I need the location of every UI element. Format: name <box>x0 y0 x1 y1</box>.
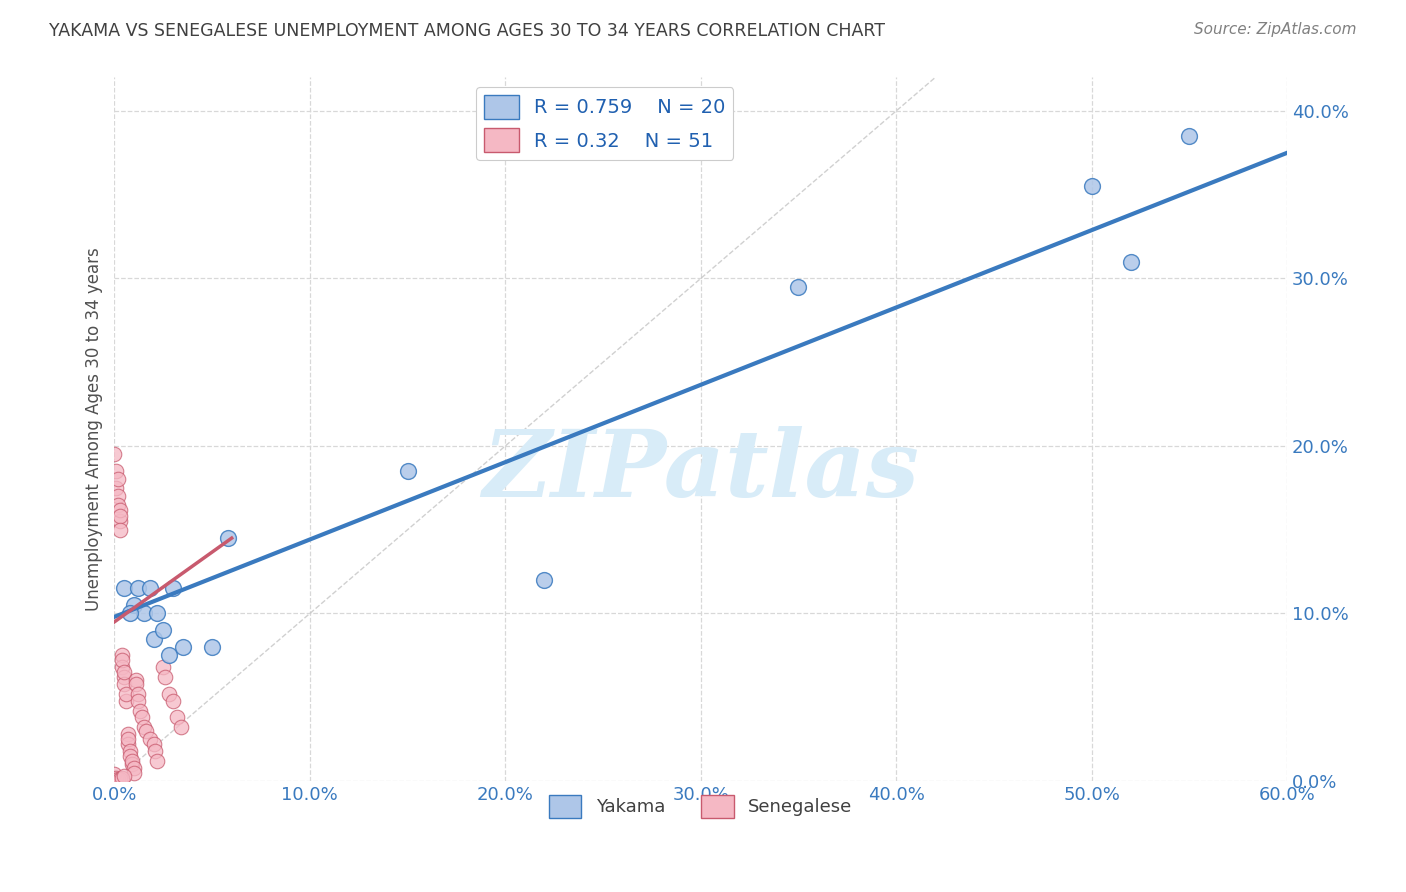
Point <box>112 582 135 596</box>
Point <box>145 744 167 758</box>
Point <box>155 670 177 684</box>
Point <box>127 687 149 701</box>
Point <box>162 693 184 707</box>
Point <box>118 744 141 758</box>
Point <box>110 523 132 537</box>
Point <box>110 502 132 516</box>
Point <box>125 673 148 688</box>
Point <box>138 582 160 596</box>
Point <box>131 710 153 724</box>
Point <box>132 720 155 734</box>
Point <box>107 772 129 787</box>
Point <box>162 582 184 596</box>
Point <box>127 693 149 707</box>
Point <box>146 754 169 768</box>
Point <box>115 693 138 707</box>
Point <box>117 732 139 747</box>
Point <box>117 727 139 741</box>
Point <box>107 498 129 512</box>
Point <box>533 573 555 587</box>
Point <box>110 514 132 528</box>
Point <box>128 704 150 718</box>
Point <box>125 677 148 691</box>
Point <box>157 648 180 663</box>
Point <box>103 767 125 781</box>
Point <box>121 754 143 768</box>
Point <box>111 660 134 674</box>
Point <box>112 670 135 684</box>
Point <box>112 677 135 691</box>
Point <box>1119 254 1142 268</box>
Point <box>122 761 145 775</box>
Point <box>396 464 419 478</box>
Point <box>122 598 145 612</box>
Point <box>787 280 810 294</box>
Text: ZIPatlas: ZIPatlas <box>482 426 920 516</box>
Point <box>111 653 134 667</box>
Point <box>146 607 169 621</box>
Point <box>1080 179 1102 194</box>
Point <box>105 771 128 785</box>
Point <box>127 582 149 596</box>
Point <box>105 464 128 478</box>
Point <box>172 640 194 654</box>
Point <box>152 660 174 674</box>
Point <box>118 607 141 621</box>
Point <box>115 687 138 701</box>
Point <box>107 489 129 503</box>
Point <box>135 723 157 738</box>
Point <box>112 769 135 783</box>
Point <box>1178 129 1201 144</box>
Point <box>121 757 143 772</box>
Point <box>132 607 155 621</box>
Point <box>166 710 188 724</box>
Point <box>103 447 125 461</box>
Point <box>105 481 128 495</box>
Point <box>118 748 141 763</box>
Text: YAKAMA VS SENEGALESE UNEMPLOYMENT AMONG AGES 30 TO 34 YEARS CORRELATION CHART: YAKAMA VS SENEGALESE UNEMPLOYMENT AMONG … <box>49 22 886 40</box>
Text: Source: ZipAtlas.com: Source: ZipAtlas.com <box>1194 22 1357 37</box>
Point <box>170 720 193 734</box>
Point <box>217 531 239 545</box>
Point <box>107 473 129 487</box>
Legend: Yakama, Senegalese: Yakama, Senegalese <box>541 789 860 825</box>
Point <box>138 732 160 747</box>
Point <box>201 640 224 654</box>
Point <box>117 737 139 751</box>
Point <box>142 632 165 646</box>
Point <box>112 665 135 679</box>
Point <box>122 765 145 780</box>
Point <box>152 624 174 638</box>
Point <box>110 772 132 787</box>
Point <box>142 737 165 751</box>
Y-axis label: Unemployment Among Ages 30 to 34 years: Unemployment Among Ages 30 to 34 years <box>86 247 103 611</box>
Point <box>111 648 134 663</box>
Point <box>157 687 180 701</box>
Point <box>111 771 134 785</box>
Point <box>110 509 132 524</box>
